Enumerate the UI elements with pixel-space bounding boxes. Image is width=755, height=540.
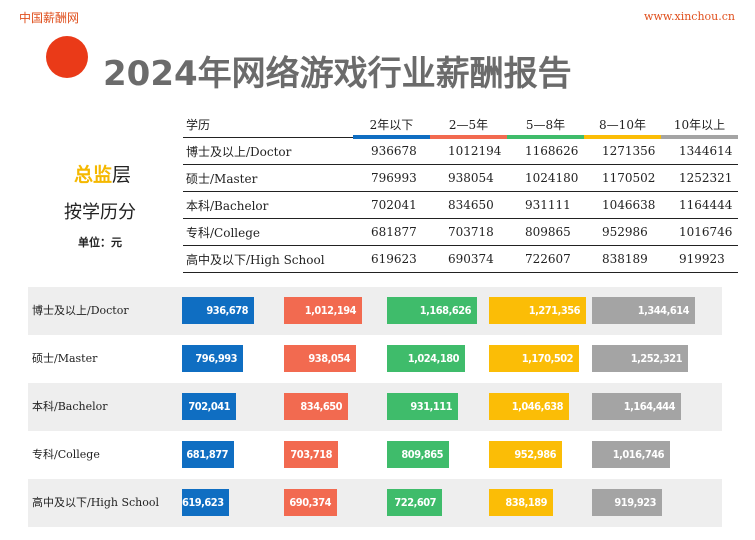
bar-row-label: 硕士/Master xyxy=(32,352,98,365)
legend-bar-1 xyxy=(353,134,430,139)
table-cell-value: 702041 xyxy=(353,191,430,219)
table-cell-value: 834650 xyxy=(430,191,507,219)
level-highlight: 总监 xyxy=(74,164,113,186)
bar-row: 硕士/Master 796,993 938,054 1,024,180 1,170,50… xyxy=(28,335,722,383)
table-row: 专科/College 681877 703718 809865 952986 101674… xyxy=(183,218,738,246)
brand-name: 中国薪酬网 xyxy=(19,11,80,25)
bar-4: 838,189 xyxy=(489,489,553,516)
table-cell-value: 938054 xyxy=(430,164,507,192)
table-cell-value: 1170502 xyxy=(584,164,661,192)
table-cell-value: 681877 xyxy=(353,218,430,246)
table-cell-value: 809865 xyxy=(507,218,584,246)
col-header-series-5: 10年以上 xyxy=(661,112,738,139)
table-cell-value: 690374 xyxy=(430,245,507,273)
table-cell-value: 1252321 xyxy=(661,164,738,192)
title-dot-decoration xyxy=(46,36,88,78)
bar-row: 本科/Bachelor 702,041 834,650 931,111 1,046,63… xyxy=(28,383,722,431)
bar-4: 1,271,356 xyxy=(489,297,586,324)
table-cell-value: 722607 xyxy=(507,245,584,273)
page-title: 2024年网络游戏行业薪酬报告 xyxy=(103,54,572,94)
table-cell-value: 919923 xyxy=(661,245,738,273)
legend-bar-4 xyxy=(584,134,661,139)
table-cell-value: 1046638 xyxy=(584,191,661,219)
bar-5: 1,344,614 xyxy=(592,297,695,324)
bar-2: 690,374 xyxy=(284,489,337,516)
site-url[interactable]: www.xinchou.cn xyxy=(644,10,735,23)
col-header-label: 2年以下 xyxy=(369,118,414,133)
table-row: 博士及以上/Doctor 936678 1012194 1168626 1271356 1… xyxy=(183,137,738,165)
col-header-label: 2—5年 xyxy=(448,118,489,133)
bar-row: 高中及以下/High School 619,623 690,374 722,607 83… xyxy=(28,479,722,527)
row-category: 专科/College xyxy=(183,218,353,246)
bar-row-label: 博士及以上/Doctor xyxy=(32,304,129,317)
bar-1: 702,041 xyxy=(182,393,236,420)
bar-1: 619,623 xyxy=(182,489,229,516)
level-suffix: 层 xyxy=(112,164,132,186)
bar-3: 931,111 xyxy=(387,393,458,420)
unit-label: 单位：元 xyxy=(78,236,122,249)
bar-2: 1,012,194 xyxy=(284,297,362,324)
bar-row-label: 本科/Bachelor xyxy=(32,400,108,413)
bar-1: 796,993 xyxy=(182,345,243,372)
bar-3: 809,865 xyxy=(387,441,449,468)
bar-4: 1,046,638 xyxy=(489,393,569,420)
col-header-education: 学历 xyxy=(183,112,353,138)
row-category: 博士及以上/Doctor xyxy=(183,137,353,165)
table-cell-value: 703718 xyxy=(430,218,507,246)
bar-3: 1,024,180 xyxy=(387,345,465,372)
table-cell-value: 931111 xyxy=(507,191,584,219)
table-row: 本科/Bachelor 702041 834650 931111 1046638 1164… xyxy=(183,191,738,219)
bar-3: 722,607 xyxy=(387,489,442,516)
bar-2: 834,650 xyxy=(284,393,348,420)
bar-row-label: 专科/College xyxy=(32,448,100,461)
table-cell-value: 1012194 xyxy=(430,137,507,165)
bar-4: 1,170,502 xyxy=(489,345,579,372)
table-cell-value: 1164444 xyxy=(661,191,738,219)
bar-3: 1,168,626 xyxy=(387,297,477,324)
table-row: 硕士/Master 796993 938054 1024180 1170502 12523… xyxy=(183,164,738,192)
row-category: 高中及以下/High School xyxy=(183,245,353,273)
bar-1: 681,877 xyxy=(182,441,234,468)
bar-1: 936,678 xyxy=(182,297,254,324)
col-header-series-2: 2—5年 xyxy=(430,112,507,139)
table-cell-value: 952986 xyxy=(584,218,661,246)
table-cell-value: 619623 xyxy=(353,245,430,273)
table-cell-value: 936678 xyxy=(353,137,430,165)
table-cell-value: 1271356 xyxy=(584,137,661,165)
table-cell-value: 1344614 xyxy=(661,137,738,165)
salary-table: 学历 2年以下 2—5年 5—8年 8—10年 10年以上 博士及以上/Doct… xyxy=(183,112,738,273)
table-header-row: 学历 2年以下 2—5年 5—8年 8—10年 10年以上 xyxy=(183,112,738,139)
table-cell-value: 1024180 xyxy=(507,164,584,192)
table-cell-value: 838189 xyxy=(584,245,661,273)
legend-bar-3 xyxy=(507,134,584,139)
bar-row: 专科/College 681,877 703,718 809,865 952,986 1,… xyxy=(28,431,722,479)
row-category: 硕士/Master xyxy=(183,164,353,192)
legend-bar-5 xyxy=(661,134,738,139)
col-header-label: 5—8年 xyxy=(525,118,566,133)
col-header-series-4: 8—10年 xyxy=(584,112,661,139)
bar-5: 1,164,444 xyxy=(592,393,681,420)
grouping-label: 按学历分 xyxy=(64,202,136,223)
bar-4: 952,986 xyxy=(489,441,562,468)
bar-5: 1,016,746 xyxy=(592,441,670,468)
table-cell-value: 1168626 xyxy=(507,137,584,165)
col-header-label: 10年以上 xyxy=(673,118,726,133)
bar-row: 博士及以上/Doctor 936,678 1,012,194 1,168,626 1,2… xyxy=(28,287,722,335)
table-cell-value: 796993 xyxy=(353,164,430,192)
col-header-series-1: 2年以下 xyxy=(353,112,430,139)
table-cell-value: 1016746 xyxy=(661,218,738,246)
bar-2: 938,054 xyxy=(284,345,356,372)
col-header-label: 8—10年 xyxy=(599,118,646,133)
table-row: 高中及以下/High School 619623 690374 722607 83818… xyxy=(183,245,738,273)
level-heading: 总监层 xyxy=(74,160,131,187)
bar-5: 1,252,321 xyxy=(592,345,688,372)
bar-row-label: 高中及以下/High School xyxy=(32,496,159,509)
col-header-series-3: 5—8年 xyxy=(507,112,584,139)
row-category: 本科/Bachelor xyxy=(183,191,353,219)
bar-5: 919,923 xyxy=(592,489,662,516)
bar-2: 703,718 xyxy=(284,441,338,468)
legend-bar-2 xyxy=(430,134,507,139)
bar-chart: 博士及以上/Doctor 936,678 1,012,194 1,168,626 1,2… xyxy=(28,287,722,527)
